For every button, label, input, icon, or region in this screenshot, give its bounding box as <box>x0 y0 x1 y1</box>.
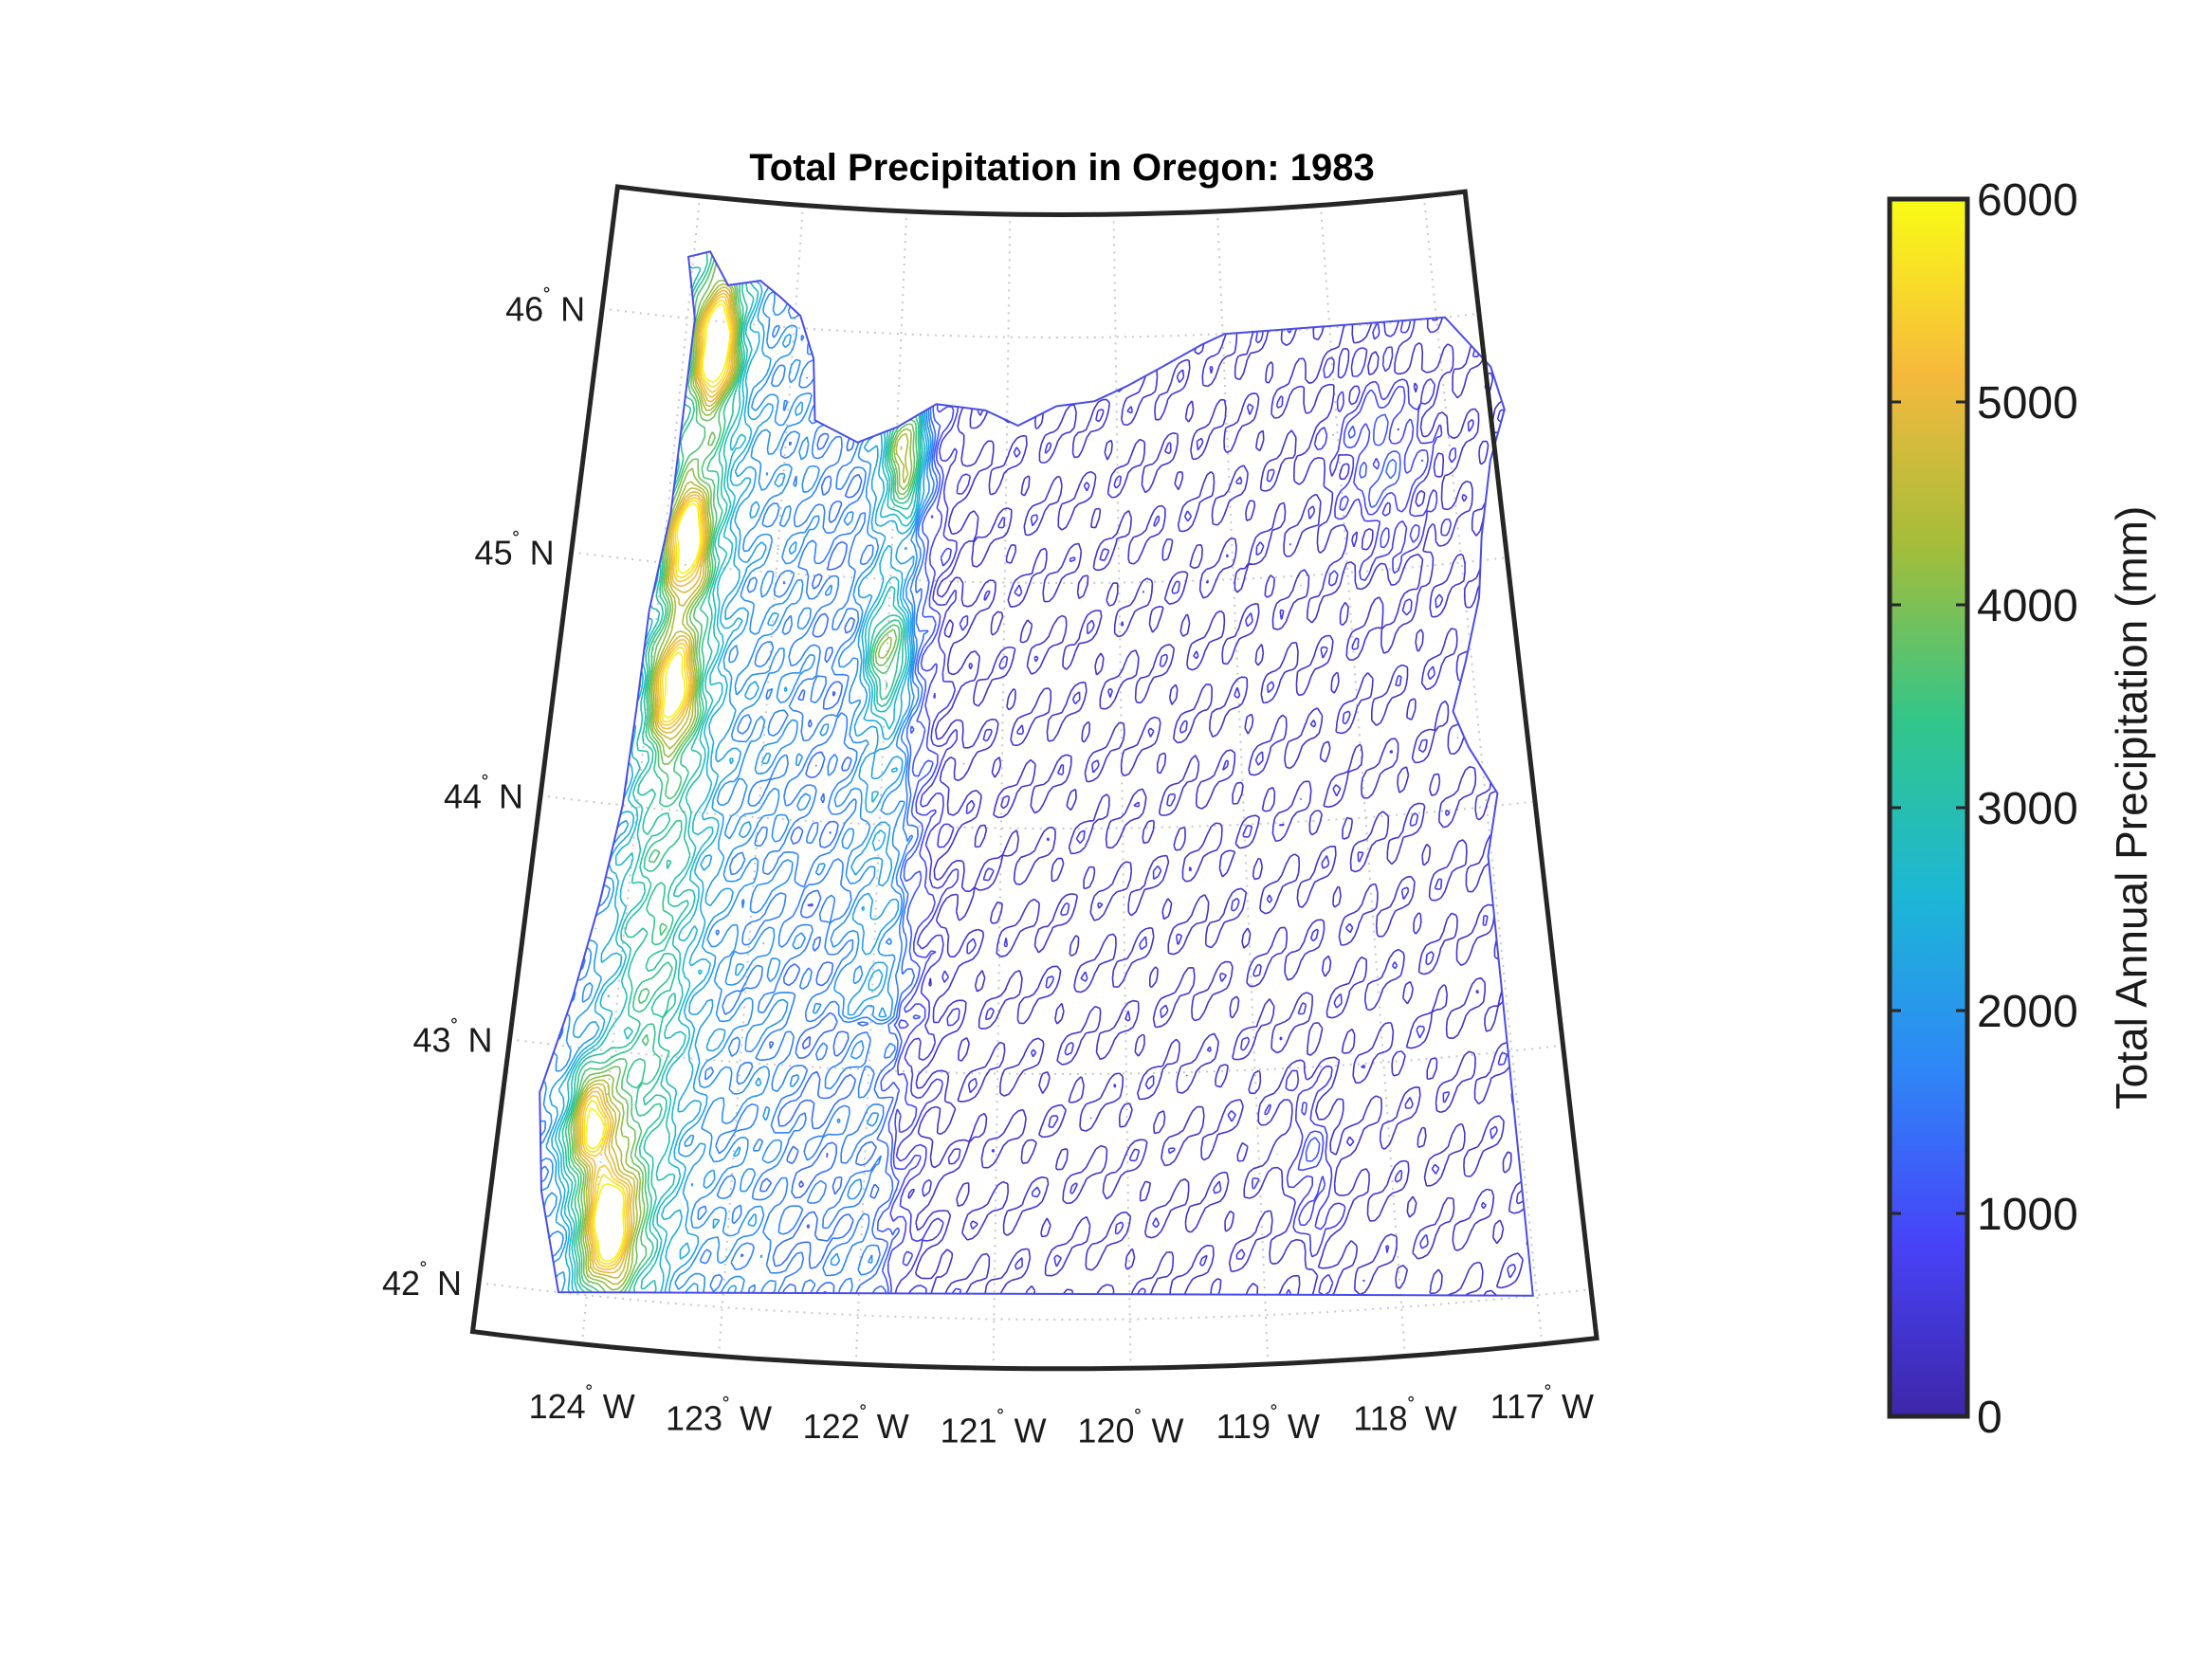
longitude-labels: 124˚ W 123˚ W 122˚ W 121˚ W 120˚ W 119˚ W 118˚ W 117˚ W <box>529 1383 1594 1449</box>
degree-symbol: ˚ <box>1545 1383 1552 1409</box>
contour-line <box>905 251 1533 1296</box>
longitude-hemisphere: W <box>1425 1399 1457 1438</box>
latitude-hemisphere: N <box>499 776 523 815</box>
latitude-hemisphere: N <box>437 1264 462 1303</box>
longitude-label: 120˚ W <box>1077 1407 1183 1449</box>
contour-line <box>564 251 920 1296</box>
latitude-gridline <box>509 1038 1563 1076</box>
contour-line <box>574 283 909 1285</box>
longitude-label: 124˚ W <box>529 1383 635 1426</box>
latitude-degrees: 45 <box>475 533 513 572</box>
contour-line <box>798 261 1424 1296</box>
degree-symbol: ˚ <box>586 1383 594 1409</box>
longitude-label: 118˚ W <box>1353 1395 1456 1438</box>
latitude-gridline <box>571 551 1508 584</box>
latitude-label: 44˚ N <box>444 773 523 815</box>
map-area: 46˚ N45˚ N44˚ N43˚ N42˚ N 124˚ W 123˚ W 122˚ W 121˚… <box>382 184 1600 1449</box>
longitude-label: 117˚ W <box>1490 1383 1594 1426</box>
longitude-label: 119˚ W <box>1216 1403 1320 1446</box>
degree-symbol: ˚ <box>513 529 521 555</box>
latitude-degrees: 44 <box>444 776 482 815</box>
longitude-degrees: 122 <box>803 1407 860 1446</box>
latitude-label: 43˚ N <box>412 1016 492 1059</box>
longitude-degrees: 118 <box>1353 1399 1407 1438</box>
degree-symbol: ˚ <box>420 1260 428 1285</box>
colorbar-gradient <box>1887 196 1970 1419</box>
colorbar-tick-label: 5000 <box>1977 378 2078 428</box>
contour-line <box>572 280 913 1291</box>
longitude-gridline <box>854 210 908 1365</box>
longitude-hemisphere: W <box>1562 1387 1594 1426</box>
contour-line <box>585 302 731 1263</box>
longitude-degrees: 124 <box>529 1387 586 1426</box>
longitude-hemisphere: W <box>1015 1411 1047 1449</box>
longitude-degrees: 119 <box>1216 1407 1271 1446</box>
contour-line <box>887 261 1429 1296</box>
contour-line <box>583 299 732 1265</box>
degree-symbol: ˚ <box>722 1395 730 1421</box>
colorbar-tick-label: 3000 <box>1977 784 2078 834</box>
degree-symbol: ˚ <box>860 1403 868 1429</box>
colorbar-tick-label: 1000 <box>1977 1190 2078 1240</box>
colorbar: 0 1000 2000 3000 4000 5000 6000 Total Annual P… <box>1887 175 2156 1443</box>
contour-line <box>579 292 735 1270</box>
contour-line <box>581 296 733 1267</box>
latitude-labels: 46˚ N45˚ N44˚ N43˚ N42˚ N <box>382 285 585 1303</box>
longitude-hemisphere: W <box>877 1407 909 1446</box>
degree-symbol: ˚ <box>1408 1395 1416 1421</box>
colorbar-ticks: 0 1000 2000 3000 4000 5000 6000 <box>1890 175 2078 1443</box>
latitude-degrees: 46 <box>505 289 543 328</box>
map-frame <box>469 184 1600 1372</box>
latitude-hemisphere: N <box>560 289 585 328</box>
longitude-hemisphere: W <box>1288 1407 1320 1446</box>
longitude-degrees: 120 <box>1077 1411 1134 1449</box>
latitude-degrees: 42 <box>382 1264 420 1303</box>
degree-symbol: ˚ <box>997 1407 1005 1432</box>
contour-line <box>576 286 903 1279</box>
latitude-hemisphere: N <box>530 533 555 572</box>
degree-symbol: ˚ <box>543 285 551 311</box>
latitude-label: 42˚ N <box>382 1260 462 1303</box>
oregon-outline <box>539 250 1534 1297</box>
latitude-degrees: 43 <box>412 1020 450 1059</box>
longitude-label: 122˚ W <box>803 1403 909 1446</box>
longitude-degrees: 117 <box>1490 1387 1545 1426</box>
longitude-label: 123˚ W <box>666 1395 772 1438</box>
colorbar-label: Total Annual Precipitation (mm) <box>2107 506 2156 1110</box>
map-frame-background <box>472 187 1597 1369</box>
longitude-label: 121˚ W <box>941 1407 1047 1449</box>
longitude-degrees: 123 <box>666 1399 722 1438</box>
colorbar-tick-label: 6000 <box>1977 175 2078 226</box>
longitude-hemisphere: W <box>740 1399 772 1438</box>
degree-symbol: ˚ <box>1135 1407 1143 1432</box>
latitude-label: 45˚ N <box>475 529 555 572</box>
longitude-degrees: 121 <box>941 1411 997 1449</box>
degree-symbol: ˚ <box>1271 1403 1278 1429</box>
colorbar-tick-label: 0 <box>1977 1393 2002 1443</box>
longitude-gridline <box>580 195 702 1344</box>
latitude-hemisphere: N <box>468 1020 493 1059</box>
colorbar-tick-label: 2000 <box>1977 987 2078 1037</box>
longitude-hemisphere: W <box>1152 1411 1184 1449</box>
colorbar-tick-label: 4000 <box>1977 581 2078 631</box>
latitude-label: 46˚ N <box>505 285 585 328</box>
map-title: Total Precipitation in Oregon: 1983 <box>749 147 1374 189</box>
contour-line <box>577 289 736 1274</box>
longitude-hemisphere: W <box>603 1387 635 1426</box>
degree-symbol: ˚ <box>451 1016 459 1042</box>
longitude-gridline <box>1112 214 1132 1369</box>
degree-symbol: ˚ <box>482 773 489 798</box>
